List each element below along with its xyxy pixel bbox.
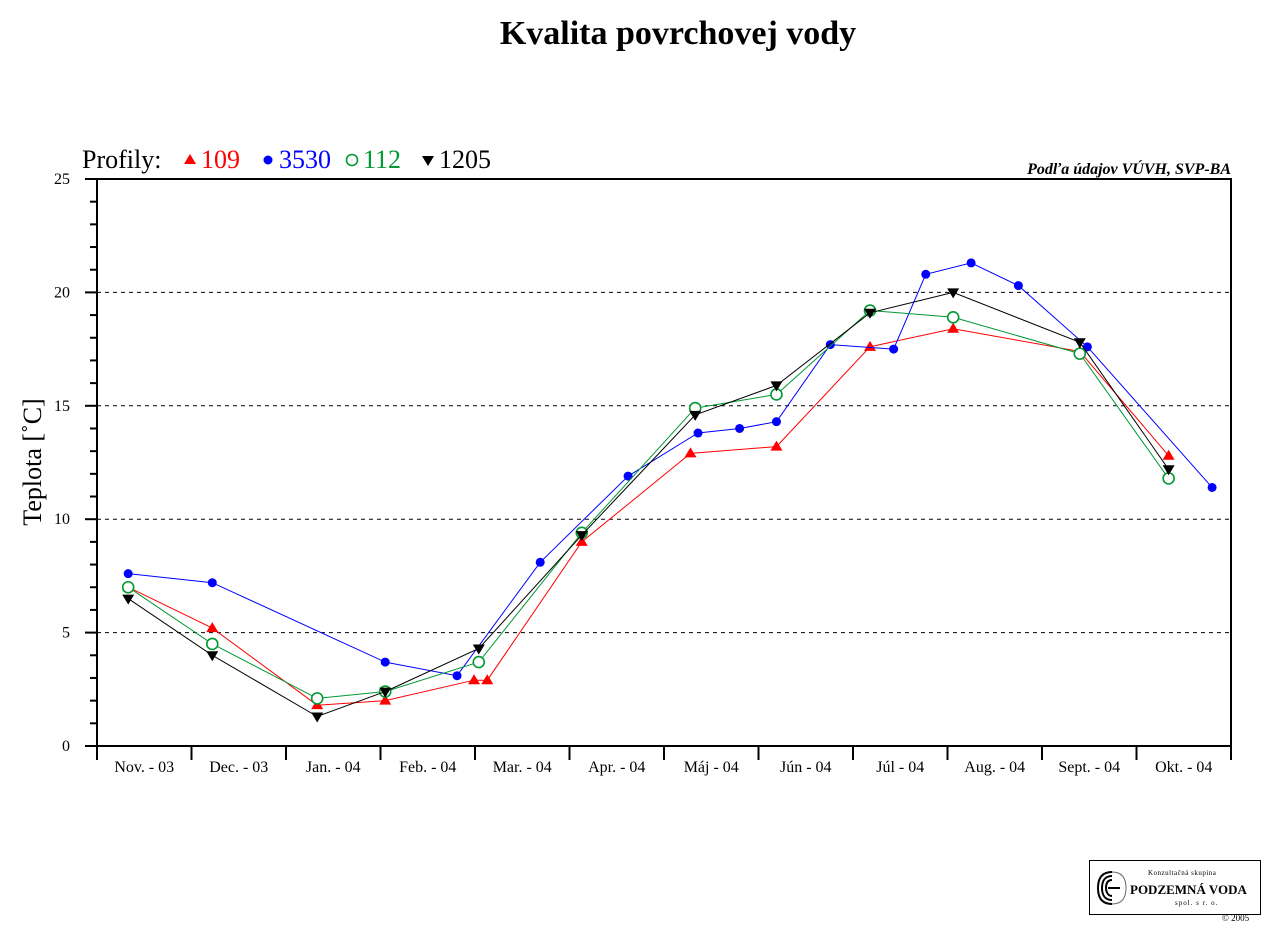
y-tick-label: 15 — [54, 398, 70, 415]
data-point — [921, 269, 931, 279]
data-point — [205, 637, 219, 651]
data-point — [1013, 281, 1023, 291]
series-layer — [121, 258, 1217, 723]
logo-mark-icon — [1096, 871, 1127, 905]
data-point — [472, 644, 485, 655]
data-point — [946, 311, 960, 324]
data-point — [770, 381, 783, 392]
y-tick-label: 0 — [62, 738, 70, 755]
data-point — [122, 594, 135, 605]
x-category-label: Sept. - 04 — [1058, 759, 1120, 776]
series-112 — [121, 304, 1175, 705]
data-point — [379, 694, 392, 705]
legend-label-1205: 1205 — [439, 145, 491, 174]
axes — [96, 178, 1232, 747]
data-point — [947, 322, 960, 333]
logo-main-text: PODZEMNÁ VODA — [1130, 882, 1247, 897]
legend-marker-3530 — [263, 155, 273, 165]
series-1205 — [122, 288, 1175, 723]
x-category-label: Apr. - 04 — [588, 759, 645, 776]
series-line-109 — [127, 328, 1169, 706]
copyright: © 2005 — [1222, 913, 1250, 923]
data-point — [1073, 338, 1086, 349]
data-point — [206, 622, 219, 633]
y-axis-ticks: 0 5 10 15 20 25 — [54, 171, 97, 755]
data-point — [575, 531, 588, 542]
data-point — [481, 674, 494, 685]
data-point — [684, 447, 697, 458]
data-point — [693, 428, 703, 438]
series-line-1205 — [127, 291, 1170, 718]
legend-marker-109 — [184, 154, 196, 164]
data-point — [735, 423, 745, 433]
data-point — [206, 651, 219, 662]
legend-label-112: 112 — [363, 145, 401, 174]
series-line-112 — [127, 309, 1170, 699]
legend-marker-1205 — [422, 156, 434, 166]
data-point — [468, 674, 481, 685]
legend: Profily: 109 3530 112 1205 — [82, 145, 491, 174]
x-category-label: Mar. - 04 — [493, 759, 552, 776]
y-axis-label: Teplota [˚C] — [18, 398, 47, 525]
legend-prefix: Profily: — [82, 145, 161, 174]
data-point — [1162, 449, 1175, 460]
x-category-label: Jún - 04 — [780, 759, 832, 776]
data-point — [1162, 465, 1175, 476]
x-category-label: Okt. - 04 — [1155, 759, 1212, 776]
data-point — [310, 692, 324, 705]
logo-sub-text: spol. s r. o. — [1175, 899, 1219, 907]
data-point — [1207, 482, 1217, 492]
series-3530 — [123, 258, 1217, 681]
y-tick-label: 20 — [54, 284, 70, 301]
company-logo: Konzultačná skupina PODZEMNÁ VODA spol. … — [1089, 860, 1261, 915]
data-point — [889, 344, 899, 354]
legend-label-109: 109 — [201, 145, 240, 174]
gridlines — [97, 291, 1231, 634]
x-category-label: Feb. - 04 — [399, 759, 456, 776]
plot-frame — [96, 178, 1232, 747]
data-point — [1073, 347, 1087, 360]
x-category-label: Máj - 04 — [684, 759, 739, 776]
x-category-label: Dec. - 03 — [209, 759, 268, 776]
x-category-label: Nov. - 03 — [114, 759, 174, 776]
y-tick-label: 25 — [54, 171, 70, 188]
data-point — [123, 569, 133, 579]
legend-label-3530: 3530 — [279, 145, 331, 174]
data-point — [121, 580, 135, 594]
y-tick-label: 5 — [62, 625, 70, 642]
chart-title: Kvalita povrchovej vody — [500, 15, 856, 52]
data-point — [452, 671, 462, 681]
data-point — [966, 258, 976, 268]
x-category-label: Júl - 04 — [876, 759, 924, 776]
logo-top-text: Konzultačná skupina — [1148, 869, 1217, 877]
data-point — [535, 557, 545, 567]
legend-marker-112 — [345, 153, 359, 167]
data-point — [864, 340, 877, 351]
x-axis-ticks: Nov. - 03 Dec. - 03 Jan. - 04 Feb. - 04 Mar.… — [96, 746, 1232, 776]
data-point — [864, 308, 877, 319]
data-point — [623, 471, 633, 481]
source-note: Podľa údajov VÚVH, SVP-BA — [1026, 159, 1231, 178]
data-point — [947, 288, 960, 299]
x-category-label: Jan. - 04 — [306, 759, 361, 776]
data-point — [771, 417, 781, 427]
series-109 — [122, 322, 1175, 710]
y-tick-label: 10 — [54, 511, 70, 528]
data-point — [770, 440, 783, 451]
data-point — [207, 578, 217, 588]
x-category-label: Aug. - 04 — [964, 759, 1025, 776]
series-line-3530 — [128, 262, 1213, 677]
data-point — [689, 410, 702, 421]
data-point — [379, 687, 392, 698]
data-point — [380, 657, 390, 667]
data-point — [472, 655, 486, 669]
data-point — [311, 712, 324, 723]
